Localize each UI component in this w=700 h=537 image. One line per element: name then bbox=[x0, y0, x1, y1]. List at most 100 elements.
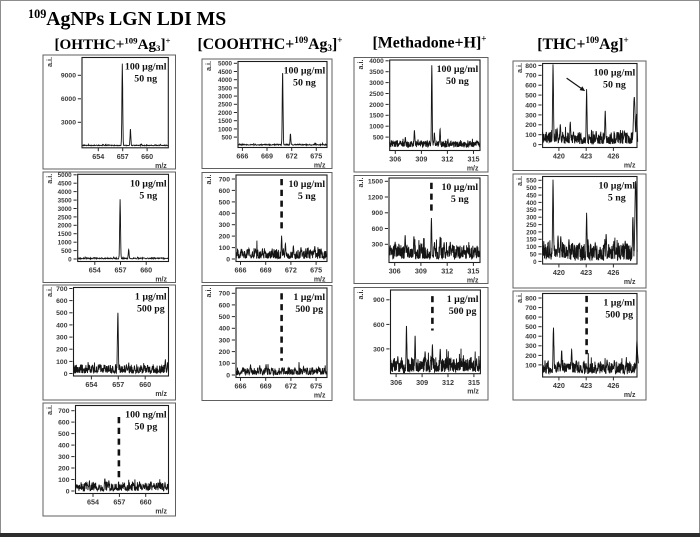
svg-text:450: 450 bbox=[526, 193, 537, 200]
svg-text:675: 675 bbox=[310, 266, 322, 275]
svg-text:600: 600 bbox=[219, 188, 231, 195]
svg-text:660: 660 bbox=[140, 498, 152, 507]
svg-text:657: 657 bbox=[113, 498, 125, 507]
svg-text:a.i.: a.i. bbox=[515, 63, 524, 73]
svg-text:a.i.: a.i. bbox=[204, 61, 213, 71]
svg-text:500: 500 bbox=[58, 431, 70, 438]
svg-text:350: 350 bbox=[526, 207, 537, 214]
svg-text:1 µg/ml: 1 µg/ml bbox=[293, 292, 325, 303]
svg-text:100 µg/ml: 100 µg/ml bbox=[437, 64, 479, 75]
svg-text:m/z: m/z bbox=[314, 163, 326, 170]
svg-text:660: 660 bbox=[141, 152, 153, 161]
svg-text:1200: 1200 bbox=[368, 194, 383, 201]
svg-text:660: 660 bbox=[140, 266, 152, 275]
svg-text:400: 400 bbox=[56, 322, 68, 329]
svg-text:500: 500 bbox=[61, 248, 72, 255]
svg-text:309: 309 bbox=[415, 267, 427, 276]
svg-text:657: 657 bbox=[115, 266, 127, 275]
svg-text:10 µg/ml: 10 µg/ml bbox=[288, 179, 325, 190]
svg-text:500: 500 bbox=[221, 135, 232, 142]
svg-text:4000: 4000 bbox=[218, 77, 233, 84]
svg-text:420: 420 bbox=[553, 152, 565, 161]
svg-text:800: 800 bbox=[525, 295, 537, 302]
svg-text:2500: 2500 bbox=[58, 214, 73, 221]
svg-text:100 µg/ml: 100 µg/ml bbox=[125, 62, 167, 73]
svg-text:400: 400 bbox=[526, 200, 537, 207]
svg-text:672: 672 bbox=[286, 152, 298, 161]
svg-text:a.i.: a.i. bbox=[356, 178, 365, 188]
svg-text:100: 100 bbox=[219, 245, 231, 252]
svg-text:10 µg/ml: 10 µg/ml bbox=[130, 178, 167, 189]
svg-text:5 ng: 5 ng bbox=[139, 191, 157, 202]
svg-text:100: 100 bbox=[58, 477, 70, 484]
svg-text:312: 312 bbox=[441, 155, 453, 164]
svg-text:0: 0 bbox=[64, 371, 68, 378]
svg-text:100 ng/ml: 100 ng/ml bbox=[125, 410, 167, 421]
svg-text:1000: 1000 bbox=[58, 240, 73, 247]
svg-text:m/z: m/z bbox=[155, 391, 167, 398]
svg-text:1500: 1500 bbox=[58, 231, 73, 238]
svg-text:300: 300 bbox=[372, 242, 384, 249]
svg-text:666: 666 bbox=[235, 382, 247, 391]
svg-text:700: 700 bbox=[525, 73, 537, 80]
svg-text:3500: 3500 bbox=[369, 69, 384, 76]
svg-text:50 ng: 50 ng bbox=[446, 76, 469, 87]
svg-text:300: 300 bbox=[219, 337, 231, 344]
svg-text:700: 700 bbox=[219, 176, 231, 183]
svg-text:550: 550 bbox=[526, 178, 537, 185]
svg-text:669: 669 bbox=[261, 152, 273, 161]
svg-text:10 µg/ml: 10 µg/ml bbox=[598, 181, 635, 192]
svg-text:2500: 2500 bbox=[369, 91, 384, 98]
svg-text:312: 312 bbox=[442, 378, 454, 387]
svg-text:400: 400 bbox=[219, 326, 231, 333]
svg-text:9000: 9000 bbox=[61, 73, 76, 80]
svg-text:m/z: m/z bbox=[314, 277, 326, 284]
svg-text:2000: 2000 bbox=[218, 110, 233, 117]
svg-text:500: 500 bbox=[525, 93, 537, 100]
svg-text:400: 400 bbox=[219, 211, 231, 218]
svg-text:50 ng: 50 ng bbox=[134, 74, 157, 85]
svg-text:657: 657 bbox=[112, 380, 124, 389]
svg-text:300: 300 bbox=[56, 335, 68, 342]
svg-text:m/z: m/z bbox=[155, 163, 167, 170]
svg-text:300: 300 bbox=[526, 215, 537, 222]
svg-text:m/z: m/z bbox=[155, 509, 167, 516]
svg-text:50: 50 bbox=[530, 251, 537, 258]
svg-text:600: 600 bbox=[372, 226, 384, 233]
svg-text:200: 200 bbox=[525, 353, 537, 360]
svg-text:1 µg/ml: 1 µg/ml bbox=[447, 294, 479, 305]
svg-text:[THC+109 Ag]+: [THC+109 Ag]+ bbox=[537, 35, 628, 53]
svg-text:5 ng: 5 ng bbox=[608, 193, 626, 204]
svg-text:315: 315 bbox=[468, 155, 480, 164]
svg-text:200: 200 bbox=[56, 347, 68, 354]
svg-text:654: 654 bbox=[87, 498, 99, 507]
svg-text:1500: 1500 bbox=[368, 179, 383, 186]
svg-text:m/z: m/z bbox=[467, 278, 479, 285]
svg-text:300: 300 bbox=[373, 346, 385, 353]
svg-text:100: 100 bbox=[56, 359, 68, 366]
svg-text:109AgNPs LGN LDI MS: 109AgNPs LGN LDI MS bbox=[28, 7, 226, 30]
svg-text:426: 426 bbox=[607, 152, 619, 161]
svg-text:a.i.: a.i. bbox=[45, 174, 54, 184]
svg-text:666: 666 bbox=[235, 266, 247, 275]
svg-text:6000: 6000 bbox=[61, 96, 76, 103]
svg-text:[COOHTHC+109 Ag3 ]+: [COOHTHC+109 Ag3 ]+ bbox=[197, 35, 342, 53]
svg-text:100: 100 bbox=[525, 132, 537, 139]
svg-text:306: 306 bbox=[389, 267, 401, 276]
svg-text:3500: 3500 bbox=[218, 85, 233, 92]
svg-text:4000: 4000 bbox=[58, 189, 73, 196]
svg-text:654: 654 bbox=[89, 266, 101, 275]
svg-text:400: 400 bbox=[525, 334, 537, 341]
svg-text:423: 423 bbox=[580, 381, 592, 390]
svg-text:m/z: m/z bbox=[624, 163, 636, 170]
svg-text:10 µg/ml: 10 µg/ml bbox=[441, 182, 478, 193]
svg-text:657: 657 bbox=[117, 152, 129, 161]
svg-text:700: 700 bbox=[525, 305, 537, 312]
svg-text:4000: 4000 bbox=[369, 58, 384, 65]
svg-text:315: 315 bbox=[468, 378, 480, 387]
svg-text:315: 315 bbox=[467, 267, 479, 276]
svg-text:50 ng: 50 ng bbox=[293, 78, 316, 89]
svg-text:3500: 3500 bbox=[58, 198, 73, 205]
svg-text:660: 660 bbox=[139, 380, 151, 389]
svg-text:669: 669 bbox=[260, 266, 272, 275]
